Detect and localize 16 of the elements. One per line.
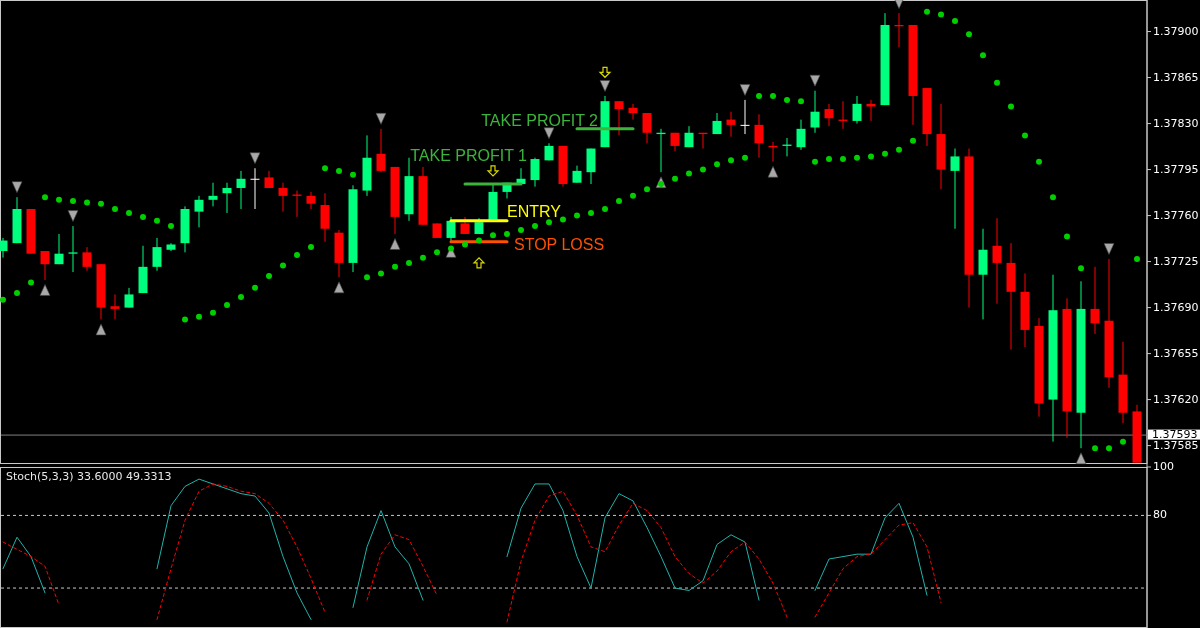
series-label: TAKE PROFIT 2 <box>481 111 599 129</box>
chart-title: Stoch(5,3,3) 33.6000 49.3313 <box>6 470 172 483</box>
y-tick-label: 80 <box>1153 508 1167 522</box>
y-tick-label: 1.37655 <box>1153 346 1199 360</box>
y-tick-label: 1.37865 <box>1153 70 1199 84</box>
y-tick-label: 1.37795 <box>1153 162 1199 176</box>
y-tick-label: 1.37620 <box>1153 392 1199 406</box>
series-label: TAKE PROFIT 1 <box>410 147 528 165</box>
y-tick-label: 1.37690 <box>1153 300 1199 314</box>
y-tick-label: 1.37900 <box>1153 24 1199 38</box>
y-tick-label: 1.37725 <box>1153 254 1199 268</box>
y-tick-label: 100 <box>1153 460 1174 473</box>
y-tick-label: 1.37830 <box>1153 116 1199 130</box>
series-label: STOP LOSS <box>514 235 605 253</box>
y-tick-label: 1.37760 <box>1153 208 1199 222</box>
series-label: ENTRY <box>507 202 562 220</box>
